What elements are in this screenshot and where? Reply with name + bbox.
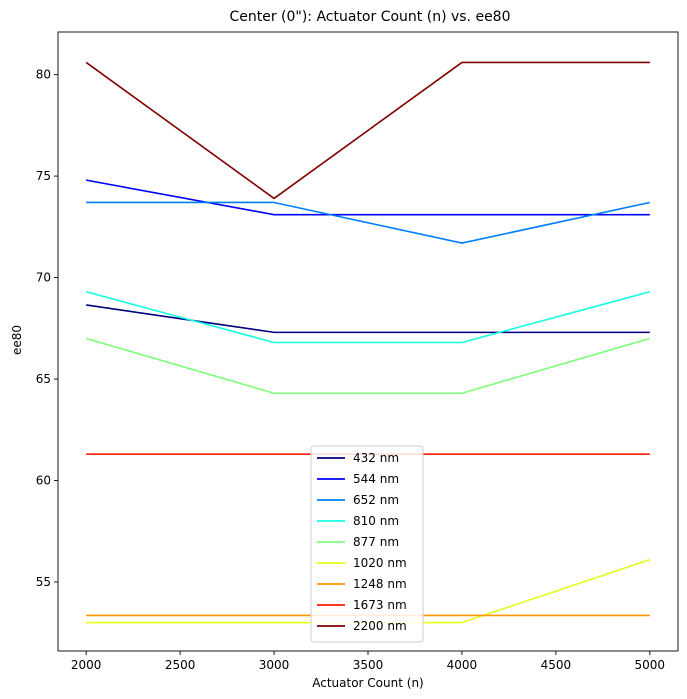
series-line-652-nm	[86, 201, 650, 244]
series-line-432-nm	[86, 304, 650, 334]
legend-label: 432 nm	[353, 451, 399, 465]
legend-label: 1673 nm	[353, 598, 407, 612]
y-tick-label: 65	[36, 372, 51, 386]
legend-box	[310, 445, 424, 643]
y-axis-label: ee80	[10, 325, 24, 355]
x-tick-label: 4500	[541, 658, 572, 672]
series-line-2200-nm	[85, 61, 650, 200]
legend-label: 810 nm	[353, 514, 399, 528]
y-tick-label: 75	[36, 169, 51, 183]
y-tick-label: 55	[36, 575, 51, 589]
series-line-877-nm	[85, 337, 651, 395]
x-tick-label: 2000	[71, 658, 102, 672]
x-tick-label: 3500	[353, 658, 384, 672]
chart-title: Center (0"): Actuator Count (n) vs. ee80	[229, 9, 510, 25]
y-tick-label: 80	[36, 68, 51, 82]
legend-label: 2200 nm	[353, 619, 407, 633]
y-tick-label: 60	[36, 474, 51, 488]
y-tick-label: 70	[36, 271, 51, 285]
x-tick-label: 5000	[635, 658, 666, 672]
legend: 432 nm 544 nm 652 nm 810 nm 877 nm 1020 nm 124…	[310, 445, 424, 643]
x-tick-label: 2500	[165, 658, 196, 672]
x-tick-label: 3000	[259, 658, 290, 672]
x-tick-label: 4000	[447, 658, 478, 672]
x-axis-label: Actuator Count (n)	[312, 676, 423, 690]
legend-label: 652 nm	[353, 493, 399, 507]
legend-label: 1020 nm	[353, 556, 407, 570]
legend-label: 1248 nm	[353, 577, 407, 591]
legend-label: 544 nm	[353, 472, 399, 486]
axes: 2000 2500 3000 3500 4000 4500 5000 55 60 65 70 75 80	[36, 31, 679, 672]
series-line-544-nm	[86, 179, 650, 216]
series-line-810-nm	[85, 291, 651, 344]
legend-label: 877 nm	[353, 535, 399, 549]
